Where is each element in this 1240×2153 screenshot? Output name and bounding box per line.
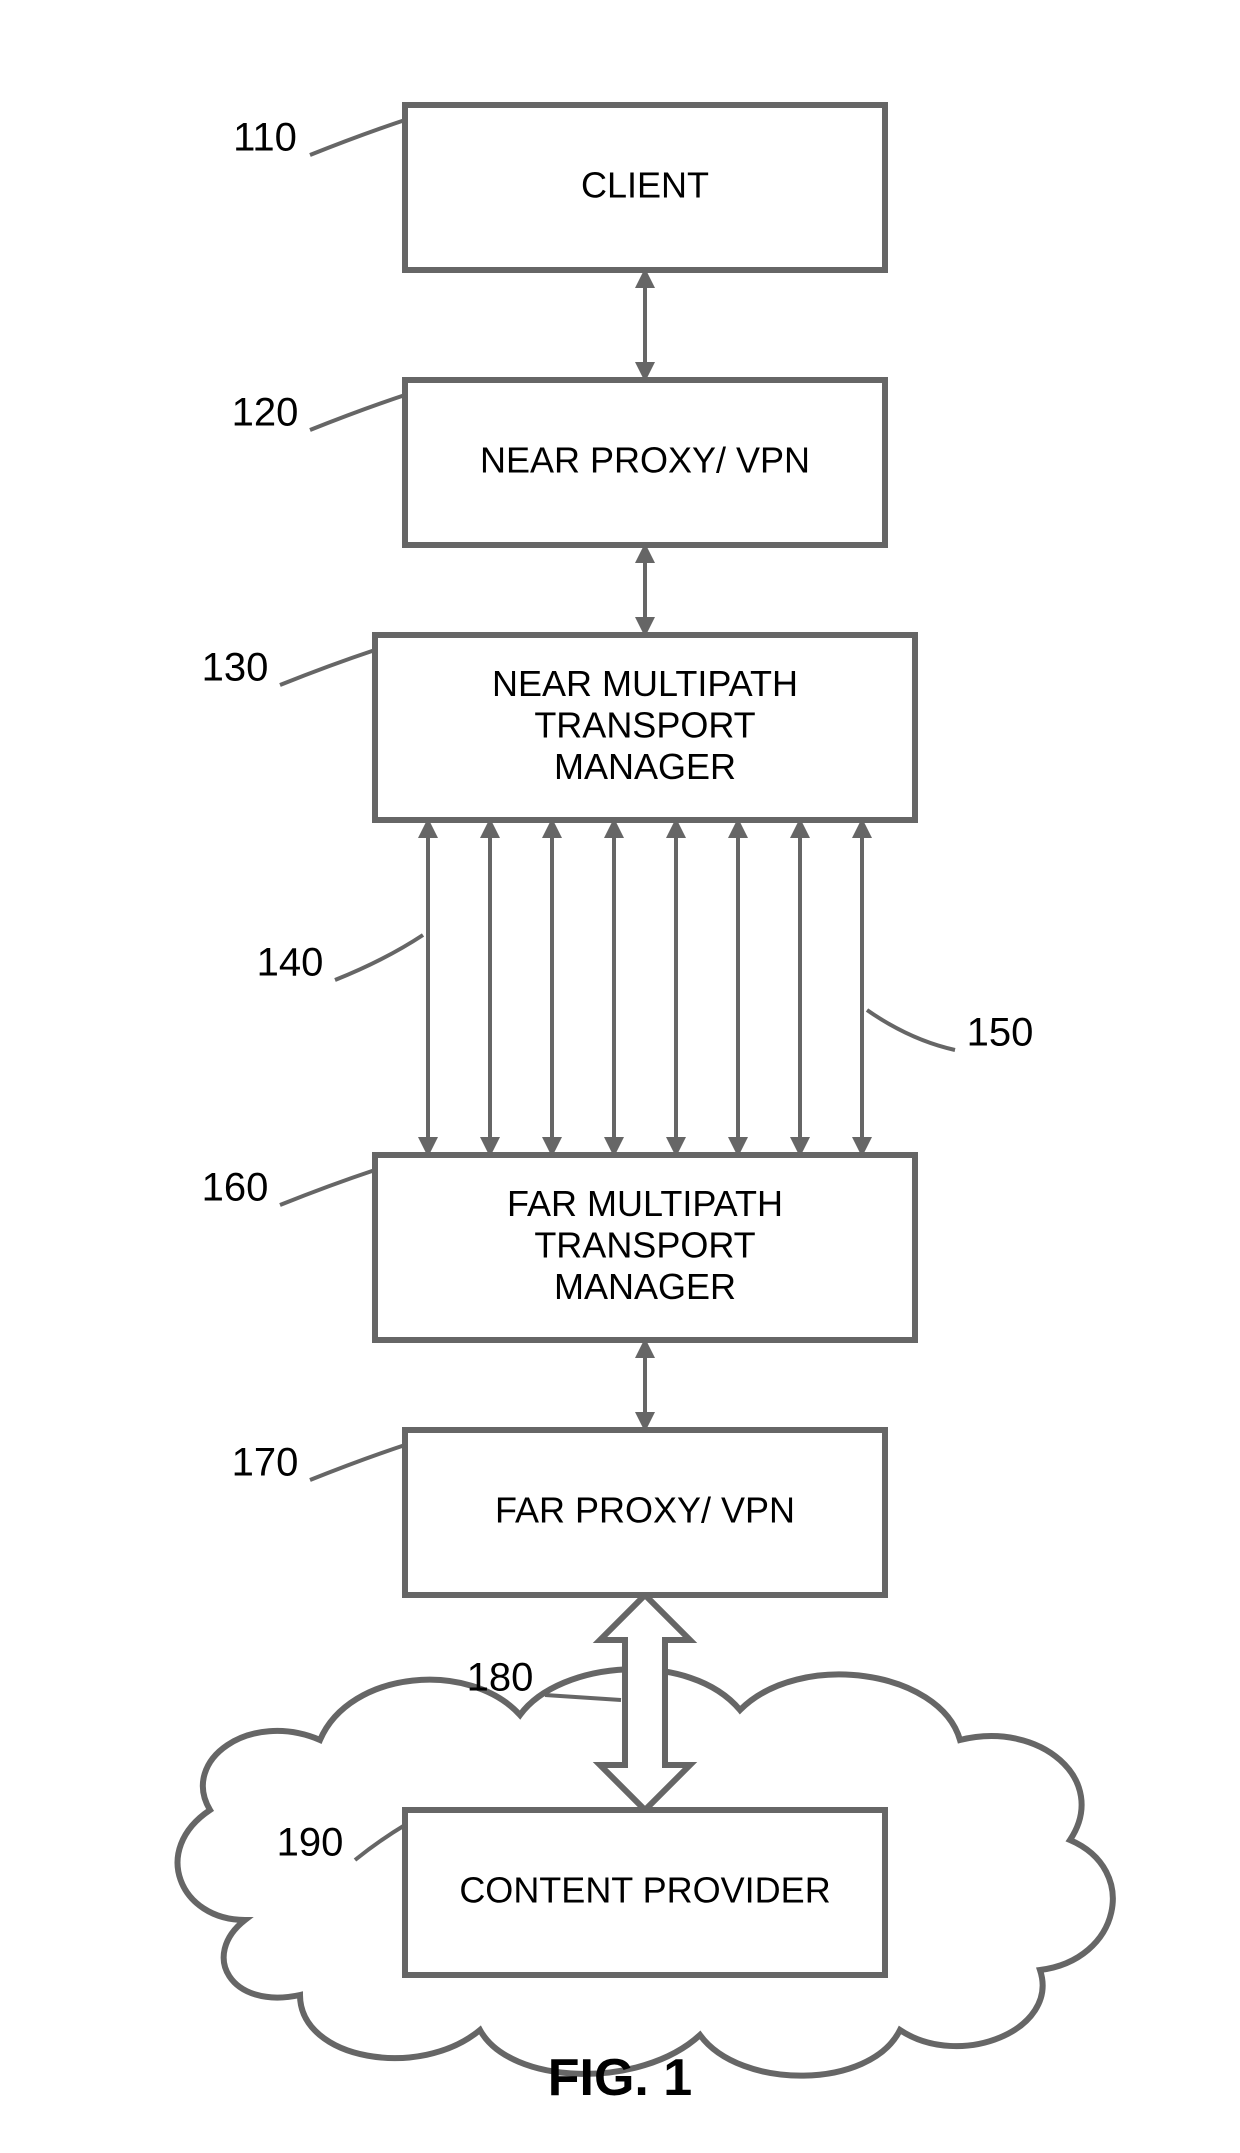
box-content-label: CONTENT PROVIDER: [459, 1870, 830, 1911]
ref-140: 140: [257, 941, 324, 985]
lead-160: [280, 1170, 375, 1205]
box-nearvpn-label: NEAR PROXY/ VPN: [480, 440, 810, 481]
box-nearmgr-label: NEAR MULTIPATH: [492, 663, 798, 704]
box-client-label: CLIENT: [581, 165, 709, 206]
box-nearmgr-label: MANAGER: [554, 746, 736, 787]
lead-130: [280, 650, 375, 685]
box-farmgr-label: FAR MULTIPATH: [507, 1183, 783, 1224]
ref-110: 110: [233, 116, 297, 160]
lead-150: [867, 1010, 955, 1050]
box-farmgr-label: MANAGER: [554, 1266, 736, 1307]
box-farmgr-label: TRANSPORT: [534, 1225, 755, 1266]
lead-140: [335, 935, 423, 980]
ref-130: 130: [202, 646, 269, 690]
ref-170: 170: [232, 1441, 299, 1485]
ref-180: 180: [467, 1656, 534, 1700]
ref-190: 190: [277, 1821, 344, 1865]
figure-label: FIG. 1: [548, 2049, 692, 2107]
diagram-canvas: CLIENTNEAR PROXY/ VPNNEAR MULTIPATHTRANS…: [0, 0, 1240, 2153]
ref-150: 150: [967, 1011, 1034, 1055]
lead-120: [310, 395, 405, 430]
ref-160: 160: [202, 1166, 269, 1210]
box-farvpn-label: FAR PROXY/ VPN: [495, 1490, 795, 1531]
ref-120: 120: [232, 391, 299, 435]
lead-170: [310, 1445, 405, 1480]
lead-110: [310, 120, 405, 155]
box-nearmgr-label: TRANSPORT: [534, 705, 755, 746]
